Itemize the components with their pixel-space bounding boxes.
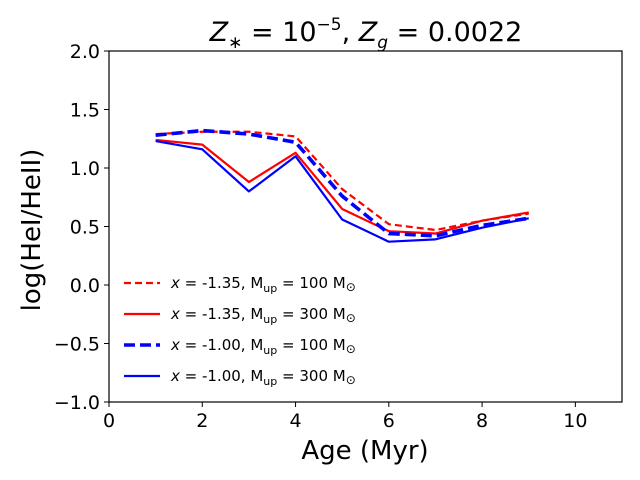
y-axis-label: log(HeI/HeII): [17, 149, 47, 312]
legend-label-3: x = -1.00, Mup = 100 M⊙: [170, 336, 356, 357]
x-tick-label: 0: [103, 410, 115, 432]
x-tick-label: 4: [289, 410, 301, 432]
series-line-1: [155, 130, 529, 232]
plot-frame: [108, 50, 623, 403]
legend-label-2: x = -1.35, Mup = 300 M⊙: [170, 305, 356, 326]
legend-label-4: x = -1.00, Mup = 300 M⊙: [170, 367, 356, 388]
series-layer: [155, 128, 529, 243]
series-line-2: [155, 138, 529, 235]
y-tick-label: −1.0: [54, 392, 100, 414]
legend: x = -1.35, Mup = 100 M⊙ x = -1.35, Mup = …: [124, 274, 356, 388]
x-tick-label: 8: [476, 410, 488, 432]
y-tick-label: −0.5: [54, 334, 100, 356]
x-tick-label: 6: [383, 410, 395, 432]
y-tick-label: 1.0: [70, 158, 100, 180]
series-line-3: [155, 128, 529, 238]
x-tick-label: 10: [563, 410, 587, 432]
y-tick-label: 2.0: [70, 41, 100, 63]
legend-label-1: x = -1.35, Mup = 100 M⊙: [170, 274, 356, 295]
series-line-4: [155, 140, 529, 243]
x-axis-label: Age (Myr): [301, 436, 428, 466]
y-tick-label: 1.5: [70, 100, 100, 122]
chart-title: Z∗ = 10−5, Zg = 0.0022: [209, 15, 523, 53]
y-tick-label: 0.0: [70, 275, 100, 297]
ticks-layer: 0 2 4 6 8 10 −1.0 −0.5 0.0 0.5 1.0 1.5 2.0: [54, 41, 588, 432]
x-tick-label: 2: [196, 410, 208, 432]
y-tick-label: 0.5: [70, 217, 100, 239]
